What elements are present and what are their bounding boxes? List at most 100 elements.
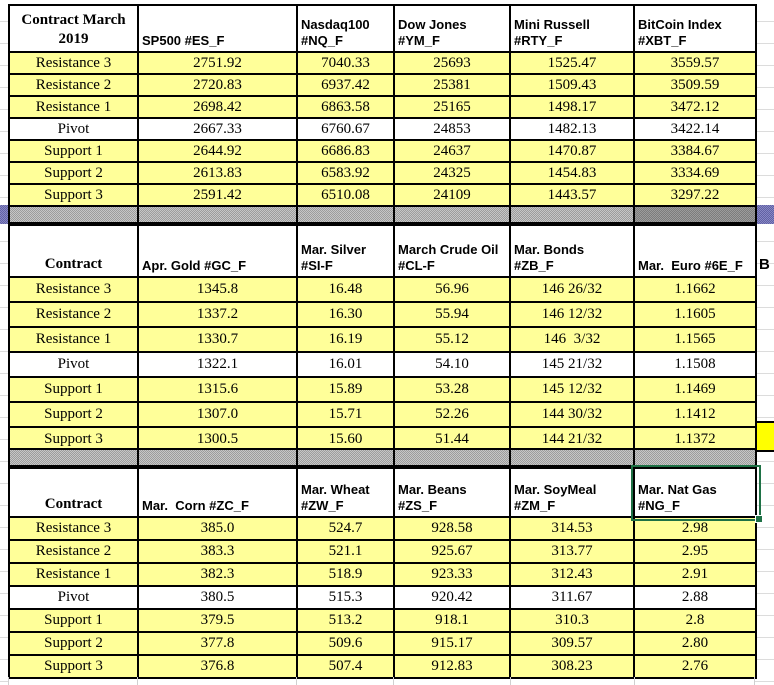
cell[interactable]: 24637 <box>393 139 511 163</box>
cell[interactable]: 1307.0 <box>137 401 298 428</box>
cell[interactable]: 2.8 <box>633 608 757 633</box>
right-edge-highlight-cell[interactable] <box>757 421 774 452</box>
row-label[interactable]: Support 2 <box>8 401 139 428</box>
separator-cell[interactable] <box>393 205 511 224</box>
cell[interactable]: 3472.12 <box>633 95 757 119</box>
cell[interactable]: 144 30/32 <box>509 401 635 428</box>
cell[interactable]: 513.2 <box>296 608 395 633</box>
column-header-minirussell[interactable]: Mini Russell #RTY_F <box>509 4 635 53</box>
cell[interactable]: 6937.42 <box>296 73 395 97</box>
cell[interactable]: 1315.6 <box>137 376 298 403</box>
cell[interactable]: 16.30 <box>296 301 395 328</box>
row-label[interactable]: Resistance 1 <box>8 326 139 353</box>
cell[interactable]: 6510.08 <box>296 183 395 207</box>
column-header-silver[interactable]: Mar. Silver #SI-F <box>296 224 395 278</box>
row-label[interactable]: Resistance 2 <box>8 301 139 328</box>
cell[interactable]: 53.28 <box>393 376 511 403</box>
cell[interactable]: 144 21/32 <box>509 426 635 453</box>
cell[interactable]: 383.3 <box>137 539 298 564</box>
cell[interactable]: 308.23 <box>509 654 635 679</box>
cell[interactable]: 2644.92 <box>137 139 298 163</box>
cell[interactable]: 521.1 <box>296 539 395 564</box>
row-label[interactable]: Support 1 <box>8 608 139 633</box>
cell[interactable]: 16.19 <box>296 326 395 353</box>
column-header-nasdaq100[interactable]: Nasdaq100 #NQ_F <box>296 4 395 53</box>
column-header-crudeoil[interactable]: March Crude Oil #CL-F <box>393 224 511 278</box>
row-label[interactable]: Pivot <box>8 351 139 378</box>
cell[interactable]: 24325 <box>393 161 511 185</box>
cell[interactable]: 918.1 <box>393 608 511 633</box>
cell[interactable]: 912.83 <box>393 654 511 679</box>
cell[interactable]: 3422.14 <box>633 117 757 141</box>
column-header-corn[interactable]: Mar. Corn #ZC_F <box>137 467 298 518</box>
cell[interactable]: 1.1412 <box>633 401 757 428</box>
separator-cell[interactable] <box>633 448 757 467</box>
cell[interactable]: 3384.67 <box>633 139 757 163</box>
separator-cell[interactable] <box>509 205 635 224</box>
cell[interactable]: 146 26/32 <box>509 276 635 303</box>
column-header-dowjones[interactable]: Dow Jones #YM_F <box>393 4 511 53</box>
cell[interactable]: 6686.83 <box>296 139 395 163</box>
cell[interactable]: 309.57 <box>509 631 635 656</box>
corner-header[interactable]: Contract <box>8 224 139 278</box>
cell[interactable]: 1.1662 <box>633 276 757 303</box>
corner-header[interactable]: Contract <box>8 467 139 518</box>
cell[interactable]: 1482.13 <box>509 117 635 141</box>
row-label[interactable]: Support 1 <box>8 139 139 163</box>
cell[interactable]: 52.26 <box>393 401 511 428</box>
cell[interactable]: 3334.69 <box>633 161 757 185</box>
cell[interactable]: 915.17 <box>393 631 511 656</box>
cell[interactable]: 1509.43 <box>509 73 635 97</box>
cell[interactable]: 24853 <box>393 117 511 141</box>
cell[interactable]: 145 12/32 <box>509 376 635 403</box>
cell[interactable]: 2720.83 <box>137 73 298 97</box>
column-header-soymeal[interactable]: Mar. SoyMeal #ZM_F <box>509 467 635 518</box>
cell[interactable]: 55.94 <box>393 301 511 328</box>
row-label[interactable]: Support 2 <box>8 631 139 656</box>
cell[interactable]: 2751.92 <box>137 51 298 75</box>
separator-cell[interactable] <box>509 448 635 467</box>
cell[interactable]: 6760.67 <box>296 117 395 141</box>
cell[interactable]: 6863.58 <box>296 95 395 119</box>
cell[interactable]: 311.67 <box>509 585 635 610</box>
column-header-natgas-selected[interactable]: Mar. Nat Gas #NG_F <box>633 467 757 518</box>
cell[interactable]: 25165 <box>393 95 511 119</box>
separator-cell-dark[interactable] <box>633 205 757 224</box>
cell[interactable]: 2.76 <box>633 654 757 679</box>
cell[interactable]: 1443.57 <box>509 183 635 207</box>
cell[interactable]: 925.67 <box>393 539 511 564</box>
row-label[interactable]: Resistance 2 <box>8 539 139 564</box>
corner-header[interactable]: Contract March 2019 <box>8 4 139 53</box>
cell[interactable]: 2.80 <box>633 631 757 656</box>
separator-cell[interactable] <box>393 448 511 467</box>
cell[interactable]: 3559.57 <box>633 51 757 75</box>
column-header-bonds[interactable]: Mar. Bonds #ZB_F <box>509 224 635 278</box>
cell[interactable]: 377.8 <box>137 631 298 656</box>
row-label[interactable]: Resistance 3 <box>8 516 139 541</box>
cell[interactable]: 382.3 <box>137 562 298 587</box>
cell[interactable]: 1.1605 <box>633 301 757 328</box>
row-label[interactable]: Support 1 <box>8 376 139 403</box>
row-label[interactable]: Resistance 1 <box>8 95 139 119</box>
cell[interactable]: 2.88 <box>633 585 757 610</box>
row-label[interactable]: Pivot <box>8 585 139 610</box>
column-header-beans[interactable]: Mar. Beans #ZS_F <box>393 467 511 518</box>
column-header-sp500[interactable]: SP500 #ES_F <box>137 4 298 53</box>
row-label[interactable]: Resistance 3 <box>8 276 139 303</box>
cell[interactable]: 1498.17 <box>509 95 635 119</box>
cell[interactable]: 379.5 <box>137 608 298 633</box>
row-label[interactable]: Resistance 3 <box>8 51 139 75</box>
cell[interactable]: 2.98 <box>633 516 757 541</box>
cell[interactable]: 7040.33 <box>296 51 395 75</box>
cell[interactable]: 312.43 <box>509 562 635 587</box>
cell[interactable]: 2667.33 <box>137 117 298 141</box>
cell[interactable]: 145 21/32 <box>509 351 635 378</box>
separator-cell[interactable] <box>137 448 298 467</box>
clipped-next-column-text[interactable]: B <box>759 256 770 273</box>
cell[interactable]: 24109 <box>393 183 511 207</box>
cell[interactable]: 509.6 <box>296 631 395 656</box>
separator-cell[interactable] <box>137 205 298 224</box>
cell[interactable]: 928.58 <box>393 516 511 541</box>
cell[interactable]: 1322.1 <box>137 351 298 378</box>
row-label[interactable]: Support 2 <box>8 161 139 185</box>
